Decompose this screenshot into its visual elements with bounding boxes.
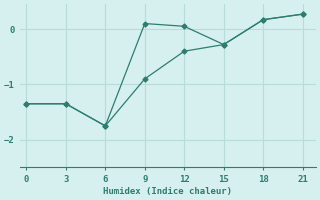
X-axis label: Humidex (Indice chaleur): Humidex (Indice chaleur) [103, 187, 232, 196]
